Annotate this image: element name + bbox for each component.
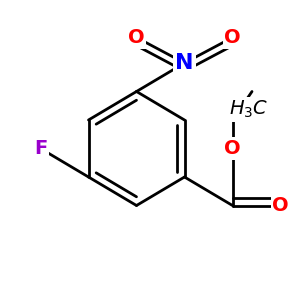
Text: O: O bbox=[224, 28, 241, 47]
Text: F: F bbox=[34, 139, 47, 158]
Text: N: N bbox=[175, 53, 194, 73]
Text: O: O bbox=[128, 28, 145, 47]
Text: O: O bbox=[272, 196, 289, 215]
Text: $H_3C$: $H_3C$ bbox=[229, 99, 269, 120]
Text: O: O bbox=[224, 139, 241, 158]
